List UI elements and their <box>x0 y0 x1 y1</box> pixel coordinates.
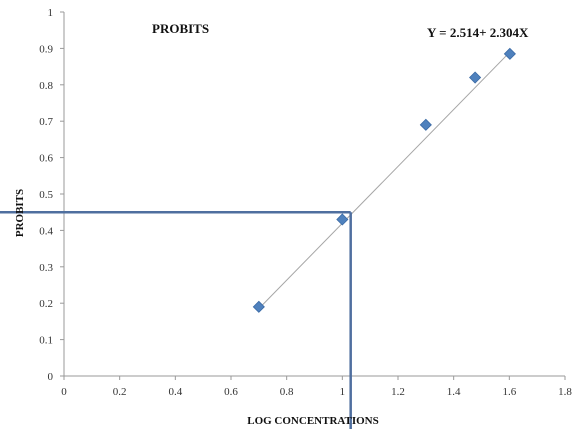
x-tick-label: 0.6 <box>224 386 238 398</box>
x-tick-label: 0 <box>61 386 67 398</box>
reference-lines-group <box>0 210 352 429</box>
y-tick-label: 0.3 <box>39 262 53 274</box>
x-tick-label: 1.8 <box>558 386 572 398</box>
y-tick-label: 0.8 <box>39 80 53 92</box>
x-tick-label: 1.2 <box>391 386 405 398</box>
y-tick-label: 0.5 <box>39 189 53 201</box>
data-points <box>252 47 516 313</box>
y-tick-label: 0 <box>48 371 54 383</box>
data-point-marker <box>336 213 349 226</box>
y-axis-title: PROBITS <box>14 189 26 237</box>
y-tick-label: 0.4 <box>39 225 53 237</box>
y-tick-label: 1 <box>48 7 54 19</box>
data-point-marker <box>252 300 265 313</box>
y-tick-label: 0.9 <box>39 43 53 55</box>
x-tick-label: 1.4 <box>447 386 461 398</box>
chart-title: PROBITS <box>152 21 209 36</box>
x-axis-title: LOG CONCENTRATIONS <box>247 415 379 427</box>
x-tick-label: 0.4 <box>168 386 182 398</box>
regression-equation: Y = 2.514+ 2.304X <box>427 25 529 40</box>
trendline-group <box>258 51 511 310</box>
y-tick-label: 0.2 <box>39 298 53 310</box>
chart-axes <box>60 11 566 380</box>
data-point-marker <box>419 118 432 131</box>
x-tick-label: 0.8 <box>280 386 294 398</box>
y-tick-label: 0.1 <box>39 335 53 347</box>
y-tick-label: 0.7 <box>39 116 53 128</box>
data-point-marker <box>503 47 516 60</box>
y-tick-labels: 0 0.1 0.2 0.3 0.4 0.5 0.6 0.7 0.8 0.9 1 <box>39 7 53 383</box>
x-tick-labels: 0 0.2 0.4 0.6 0.8 1 1.2 1.4 1.6 1.8 <box>61 386 572 398</box>
x-tick-label: 1.6 <box>502 386 516 398</box>
trendline <box>258 51 511 310</box>
x-tick-label: 1 <box>340 386 346 398</box>
y-tick-label: 0.6 <box>39 153 53 165</box>
x-tick-label: 0.2 <box>113 386 127 398</box>
data-point-marker <box>469 71 482 84</box>
